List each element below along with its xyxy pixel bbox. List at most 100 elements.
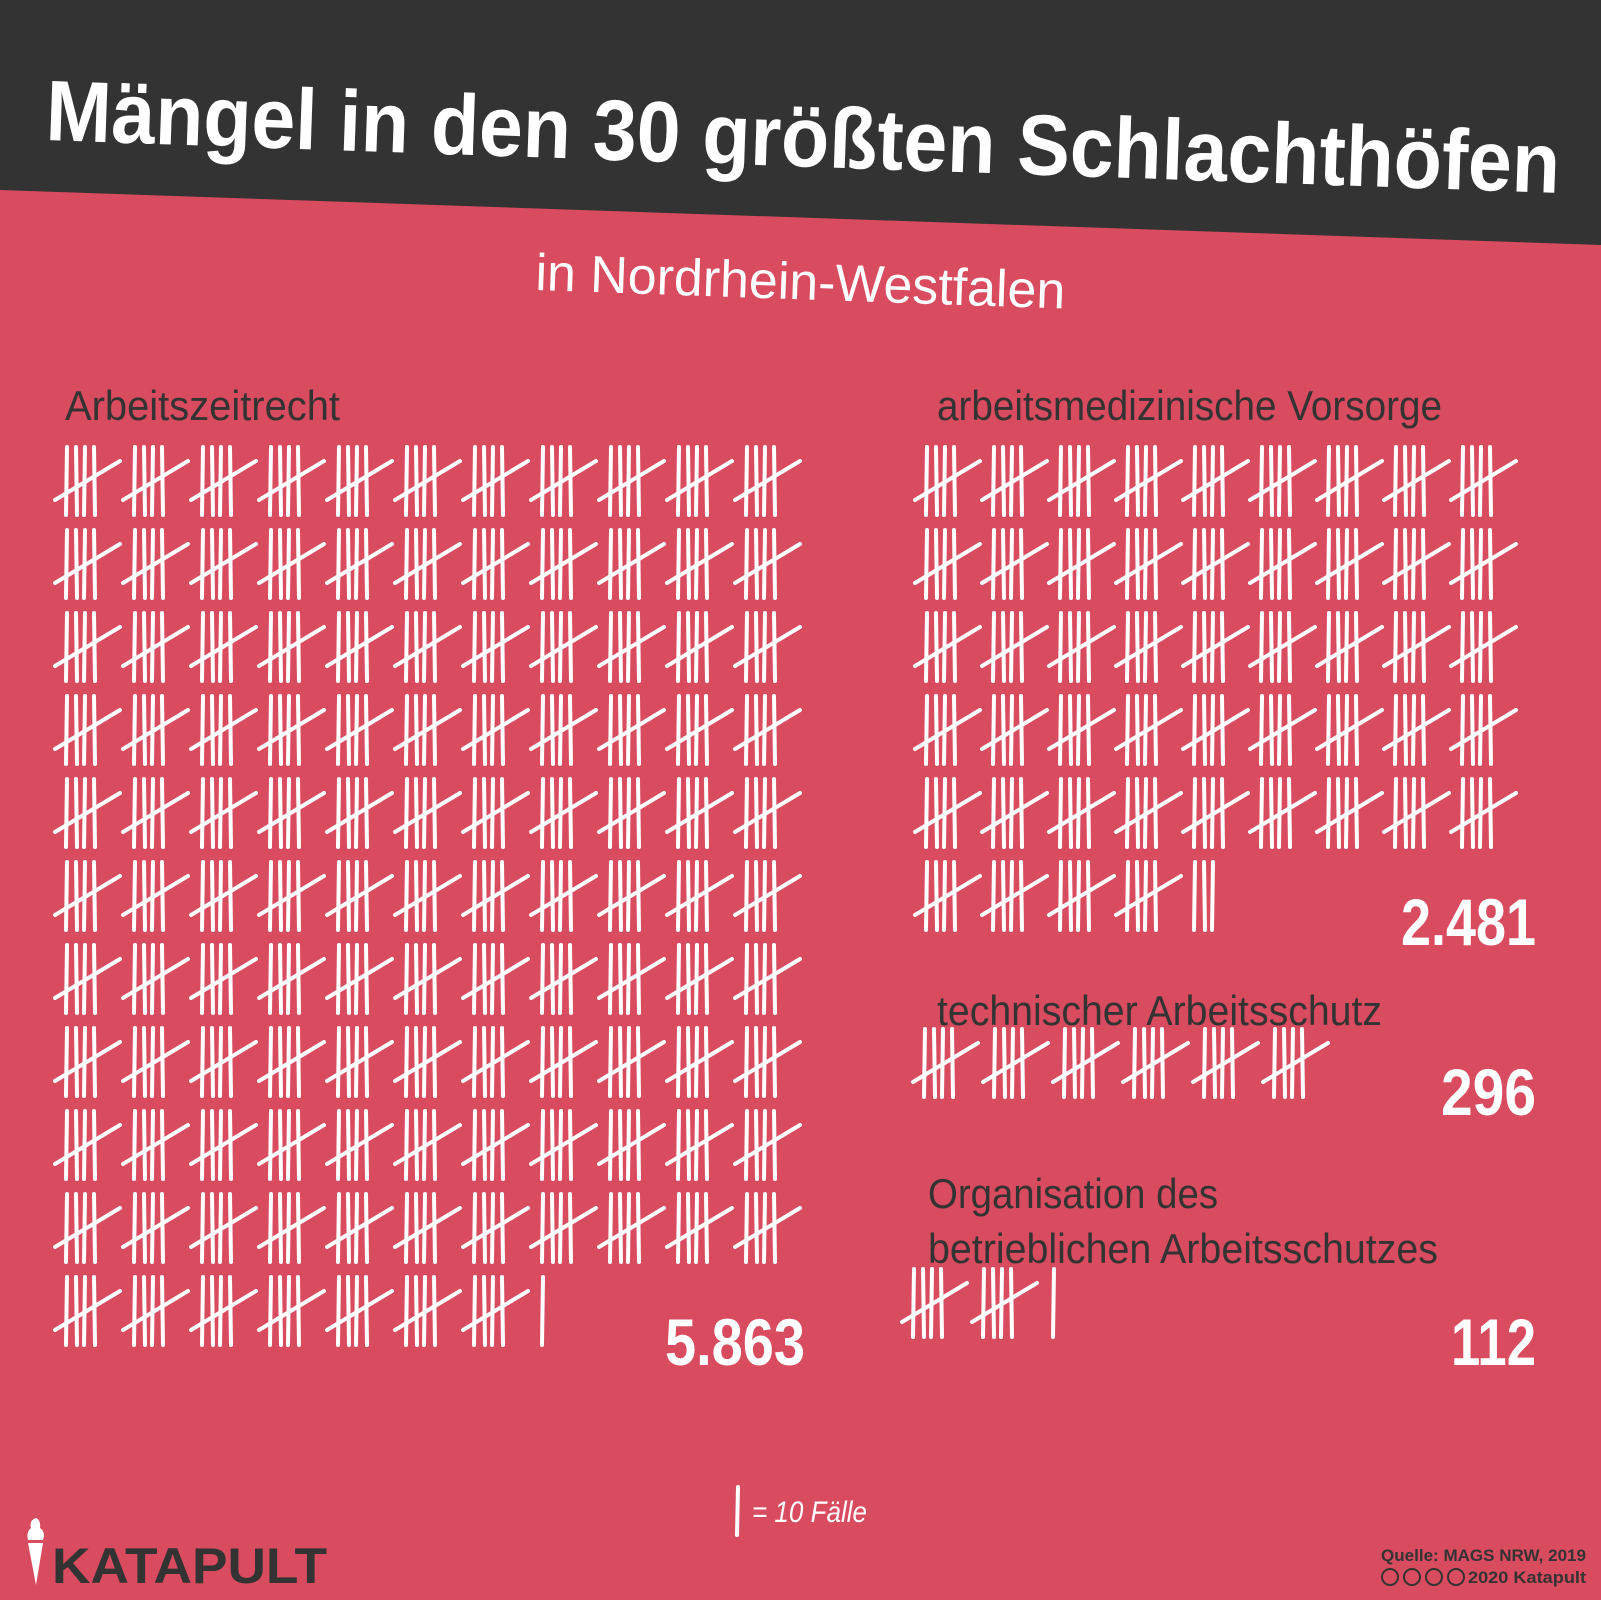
tally-strike-mark [1315,542,1384,585]
tally-mark [142,777,147,849]
tally-strike-mark [393,791,462,834]
tally-mark [132,528,137,600]
tally-mark [1202,528,1207,600]
tally-group-5 [257,445,326,517]
tally-group-5 [393,1109,462,1181]
tally-mark [636,1192,641,1264]
tally-strike-mark [529,625,598,668]
tally-mark [482,445,487,517]
tally-strike-mark [461,708,530,751]
tally-strike-mark [325,791,394,834]
tally-mark [432,445,437,517]
tally-group-5 [257,1192,326,1264]
tally-strike-mark [1114,874,1183,917]
tally-mark [704,860,709,932]
tally-mark [1019,528,1024,600]
tally-mark [636,777,641,849]
tally-mark [981,1267,986,1339]
tally-mark [676,528,681,600]
tally-strike-mark [597,1040,666,1083]
tally-mark [939,1267,944,1339]
tally-mark [636,860,641,932]
tally-mark [336,860,341,932]
tally-strike-mark [461,1123,530,1166]
tally-mark [608,1192,613,1264]
tally-strike-mark [393,1040,462,1083]
tally-mark [210,1026,215,1098]
tally-group-5 [121,1192,190,1264]
tally-mark [1142,1027,1147,1099]
tally-mark [1470,528,1475,600]
tally-strike-mark [529,1040,598,1083]
tally-mark [686,860,691,932]
tally-mark [336,943,341,1015]
tally-series-3 [900,1267,1056,1339]
tally-mark [64,1109,69,1181]
tally-mark [950,1027,955,1099]
tally-mark [200,611,205,683]
tally-mark [160,445,165,517]
tally-mark [268,445,273,517]
tally-strike-mark [733,957,802,1000]
tally-group-5 [121,1109,190,1181]
tally-mark [74,943,79,1015]
tally-mark [991,694,996,766]
tally-mark [200,1192,205,1264]
tally-strike-mark [597,542,666,585]
tally-mark [1068,611,1073,683]
tally-mark [754,943,759,1015]
tally-mark [608,943,613,1015]
tally-strike-mark [529,791,598,834]
tally-strike-mark [257,459,326,502]
tally-mark [482,1192,487,1264]
tally-mark [1135,445,1140,517]
tally-strike-mark [1449,625,1518,668]
tally-group-5 [121,777,190,849]
tally-strike-mark [1047,874,1116,917]
tally-strike-mark [665,957,734,1000]
tally-group-5 [529,528,598,600]
tally-group-5 [1261,1027,1330,1099]
tally-mark [142,860,147,932]
tally-strike-mark [325,1040,394,1083]
tally-group-5 [393,777,462,849]
tally-mark [346,1109,351,1181]
tally-mark [200,445,205,517]
tally-mark [772,528,777,600]
tally-mark [934,860,939,932]
tally-mark [636,611,641,683]
tally-mark [132,1192,137,1264]
tally-mark [132,1026,137,1098]
tally-mark [744,528,749,600]
tally-mark [92,1109,97,1181]
tally-strike-mark [733,1040,802,1083]
tally-mark [686,1026,691,1098]
tally-mark [568,445,573,517]
tally-mark [74,777,79,849]
tally-mark [1202,611,1207,683]
tally-strike-mark [189,625,258,668]
tally-mark [618,777,623,849]
tally-mark [64,1026,69,1098]
tally-mark [1153,528,1158,600]
tally-strike-mark [911,1041,980,1084]
tally-mark [296,943,301,1015]
tally-mark [1336,445,1341,517]
tally-mark [228,1275,233,1347]
tally-strike-mark [981,1041,1050,1084]
tally-mark [64,1275,69,1347]
tally-mark [364,860,369,932]
legend-mark [735,1485,740,1537]
tally-group-5 [53,528,122,600]
tally-mark [1259,694,1264,766]
tally-mark [568,943,573,1015]
tally-mark [160,1109,165,1181]
tally-mark [1269,445,1274,517]
tally-mark [364,611,369,683]
tally-strike-mark [665,708,734,751]
tally-mark [540,777,545,849]
tally-mark [1354,528,1359,600]
tally-strike-mark [665,1206,734,1249]
tally-mark [540,1192,545,1264]
